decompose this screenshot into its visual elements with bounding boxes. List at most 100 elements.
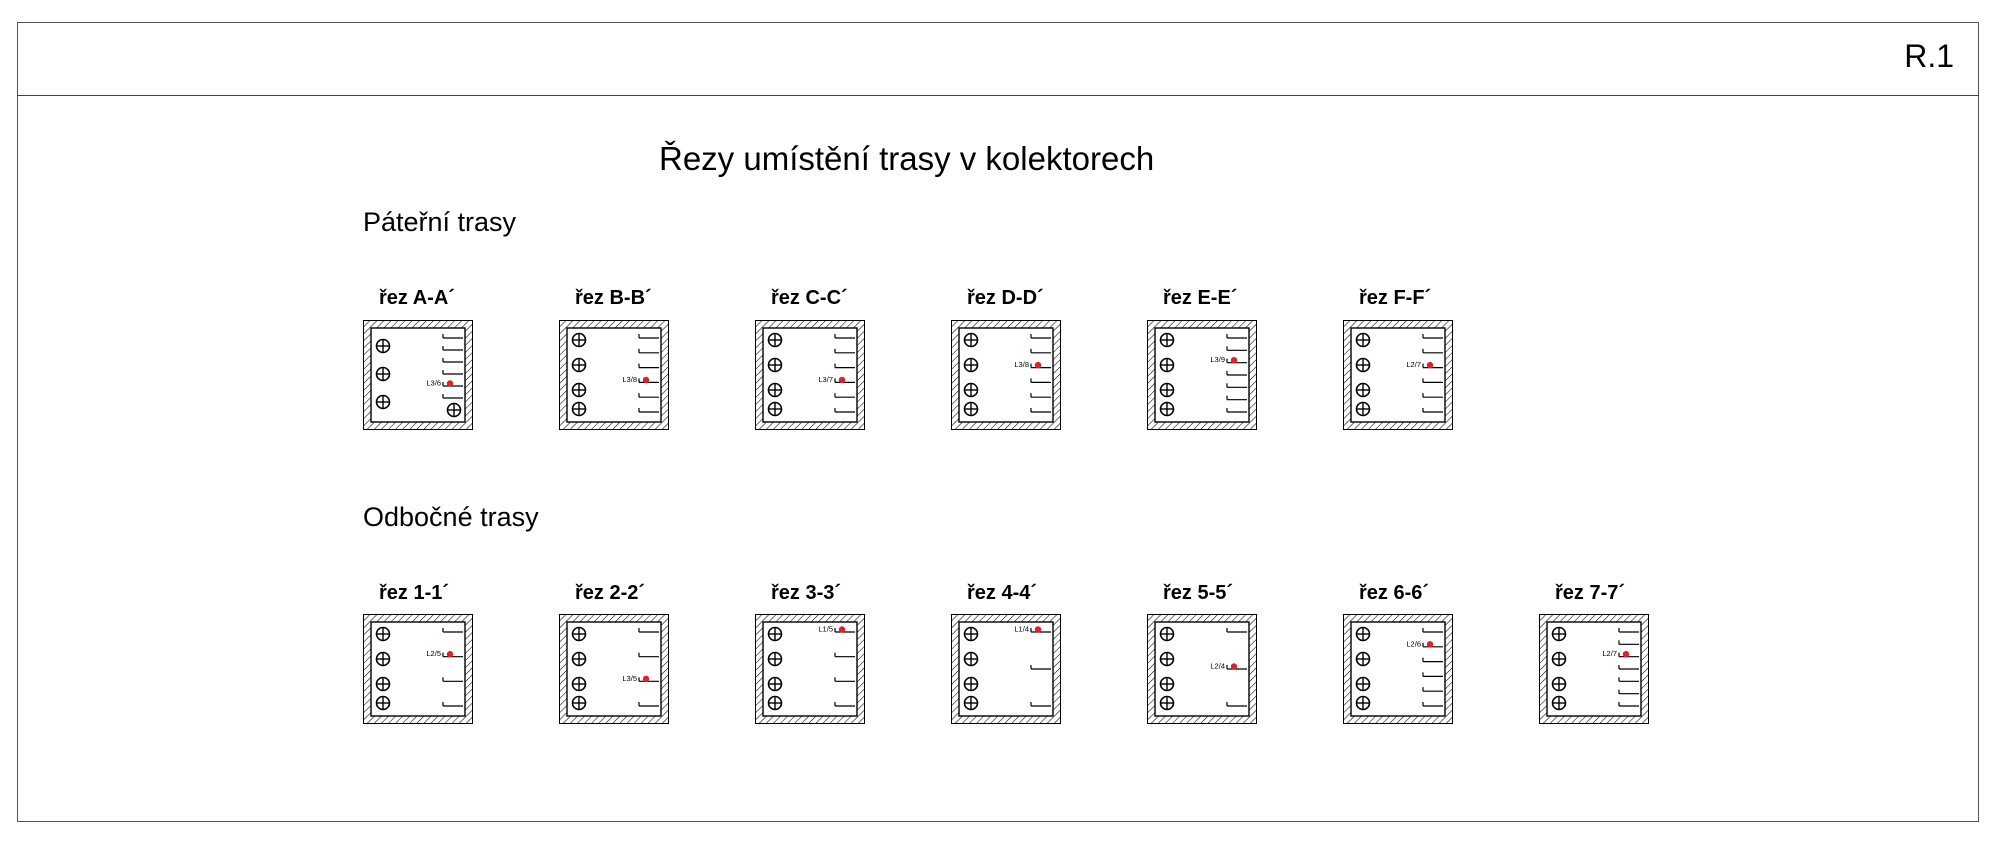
cable-shelf: [638, 628, 659, 633]
cable-position-label: L3/6: [426, 379, 441, 388]
cable-shelf: [638, 334, 659, 339]
cable-shelf: [1618, 689, 1639, 695]
pipe-icon: [963, 651, 979, 667]
wall-outline: [951, 614, 1061, 724]
cable-position-marker: [1034, 626, 1042, 633]
collector-cross-section: L1/5: [755, 614, 865, 724]
pipe-icon: [375, 338, 391, 354]
wall-outline: [755, 614, 865, 724]
pipe-icon: [375, 651, 391, 667]
title-block-divider: [17, 95, 1979, 96]
pipe-icon: [1355, 357, 1371, 373]
pipe-icon: [571, 401, 587, 417]
cable-position-label: L3/8: [1014, 360, 1029, 369]
pipe-icon: [375, 626, 391, 642]
pipe-icon: [1355, 651, 1371, 667]
cable-position-label: L2/5: [426, 649, 441, 658]
cut-label: řez 1-1´: [379, 582, 450, 604]
cable-shelf: [834, 378, 855, 384]
cable-shelf: [1226, 383, 1247, 388]
cable-shelf: [1422, 672, 1443, 678]
pipe-icon: [1159, 332, 1175, 348]
section-heading-backbone: Páteřní trasy: [363, 207, 517, 237]
cable-shelf: [834, 393, 855, 398]
cable-position-label: L2/7: [1602, 649, 1617, 658]
cable-shelf: [638, 408, 659, 413]
cable-shelf: [442, 677, 463, 682]
cut-label: řez 7-7´: [1555, 582, 1626, 604]
wall-outline: [1343, 614, 1453, 724]
cable-shelf: [638, 393, 659, 398]
cable-shelf: [1422, 408, 1443, 413]
cable-shelf: [834, 702, 855, 707]
pipe-icon: [1355, 676, 1371, 692]
cable-shelf: [1226, 371, 1247, 376]
cable-shelf: [1226, 408, 1247, 413]
drawing-frame: [17, 22, 1979, 822]
cable-position-marker: [838, 376, 846, 384]
cable-shelf: [638, 348, 659, 354]
collector-interior: [1350, 621, 1446, 717]
cable-shelf: [442, 358, 463, 363]
cable-shelf: [1422, 378, 1443, 384]
cable-shelf: [1030, 665, 1051, 670]
cable-position-marker: [1622, 650, 1630, 658]
pipe-icon: [571, 332, 587, 348]
pipe-icon: [767, 651, 783, 667]
cable-shelf: [638, 677, 659, 682]
pipe-icon: [571, 695, 587, 711]
cable-shelf: [1030, 378, 1051, 384]
cable-shelf: [1226, 628, 1247, 633]
cable-shelf: [442, 370, 463, 375]
pipe-icon: [375, 366, 391, 382]
cable-shelf: [1226, 358, 1247, 364]
collector-interior: [1154, 327, 1250, 423]
pipe-icon: [1355, 382, 1371, 398]
collector-cross-section: L2/7: [1539, 614, 1649, 724]
collector-interior: [370, 621, 466, 717]
cable-position-label: L1/5: [818, 625, 833, 634]
cable-shelf: [442, 652, 463, 658]
cut-label: řez D-D´: [967, 287, 1044, 309]
pipe-icon: [767, 626, 783, 642]
pipe-icon: [1159, 626, 1175, 642]
cable-position-marker: [446, 650, 454, 658]
cable-position-label: L3/5: [622, 674, 637, 683]
cut-label: řez 4-4´: [967, 582, 1038, 604]
pipe-icon: [1355, 695, 1371, 711]
pipe-icon: [571, 382, 587, 398]
cable-shelf: [1226, 334, 1247, 339]
cable-shelf: [1030, 702, 1051, 707]
collector-cross-section: L3/8: [951, 320, 1061, 430]
sheet-code: R.1: [1904, 38, 1954, 74]
wall-outline: [363, 320, 473, 430]
pipe-icon: [1551, 695, 1567, 711]
cut-label: řez 5-5´: [1163, 582, 1234, 604]
wall-outline: [559, 320, 669, 430]
pipe-icon: [1159, 382, 1175, 398]
collector-interior: [762, 621, 858, 717]
cable-position-marker: [446, 380, 454, 387]
cut-label: řez 6-6´: [1359, 582, 1430, 604]
pipe-icon: [963, 382, 979, 398]
cable-shelf: [1030, 348, 1051, 354]
cable-shelf: [442, 628, 463, 633]
wall-outline: [559, 614, 669, 724]
collector-cross-section: L3/8: [559, 320, 669, 430]
pipe-icon: [446, 402, 462, 418]
pipe-icon: [767, 382, 783, 398]
wall-outline: [1343, 320, 1453, 430]
cable-shelf: [1422, 702, 1443, 707]
pipe-icon: [767, 357, 783, 373]
cable-position-marker: [642, 376, 650, 384]
cable-shelf: [1618, 640, 1639, 645]
cable-shelf: [442, 334, 463, 339]
cable-shelf: [1422, 628, 1443, 633]
wall-outline: [1147, 614, 1257, 724]
pipe-icon: [1159, 401, 1175, 417]
collector-cross-section: L3/6: [363, 320, 473, 430]
pipe-icon: [963, 695, 979, 711]
cable-shelf: [1030, 408, 1051, 413]
cut-label: řez A-A´: [379, 287, 455, 309]
drawing-title: Řezy umístění trasy v kolektorech: [659, 140, 1155, 177]
